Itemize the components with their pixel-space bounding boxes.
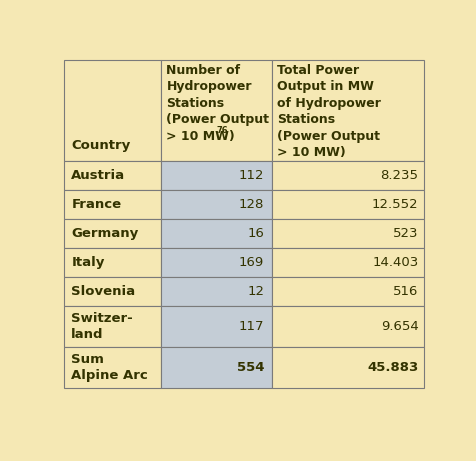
Bar — [272, 59, 424, 161]
Text: 523: 523 — [393, 227, 418, 240]
Bar — [64, 277, 161, 306]
Text: 8.235: 8.235 — [380, 169, 418, 182]
Text: 76: 76 — [216, 126, 228, 136]
Text: 9.654: 9.654 — [381, 320, 418, 333]
Bar — [64, 347, 161, 388]
Text: 128: 128 — [239, 198, 264, 211]
Bar — [161, 59, 272, 161]
Text: Slovenia: Slovenia — [71, 285, 136, 298]
Bar — [272, 161, 424, 190]
Bar — [161, 347, 272, 388]
Bar — [272, 277, 424, 306]
Bar — [64, 248, 161, 277]
Bar — [272, 219, 424, 248]
Text: France: France — [71, 198, 121, 211]
Bar — [64, 190, 161, 219]
Text: Sum
Alpine Arc: Sum Alpine Arc — [71, 353, 148, 382]
Bar — [272, 248, 424, 277]
Bar — [272, 347, 424, 388]
Text: Number of
Hydropower
Stations
(Power Output
> 10 MW): Number of Hydropower Stations (Power Out… — [167, 64, 269, 143]
Text: 516: 516 — [393, 285, 418, 298]
Bar — [161, 277, 272, 306]
Text: 12: 12 — [247, 285, 264, 298]
Text: 12.552: 12.552 — [372, 198, 418, 211]
Text: 169: 169 — [239, 256, 264, 269]
Text: 117: 117 — [239, 320, 264, 333]
Text: Italy: Italy — [71, 256, 105, 269]
Bar — [64, 59, 161, 161]
Bar — [161, 190, 272, 219]
Bar — [161, 219, 272, 248]
Bar — [272, 190, 424, 219]
Bar — [64, 219, 161, 248]
Text: 14.403: 14.403 — [372, 256, 418, 269]
Text: Total Power
Output in MW
of Hydropower
Stations
(Power Output
> 10 MW): Total Power Output in MW of Hydropower S… — [277, 64, 381, 160]
Text: Germany: Germany — [71, 227, 139, 240]
Bar — [161, 161, 272, 190]
Bar — [161, 248, 272, 277]
Text: 112: 112 — [239, 169, 264, 182]
Text: Country: Country — [71, 139, 130, 152]
Bar — [161, 306, 272, 347]
Text: Switzer-
land: Switzer- land — [71, 313, 133, 341]
Text: 45.883: 45.883 — [367, 361, 418, 374]
Text: 16: 16 — [248, 227, 264, 240]
Bar — [64, 306, 161, 347]
Text: Austria: Austria — [71, 169, 126, 182]
Bar — [272, 306, 424, 347]
Text: 554: 554 — [237, 361, 264, 374]
Bar — [64, 161, 161, 190]
